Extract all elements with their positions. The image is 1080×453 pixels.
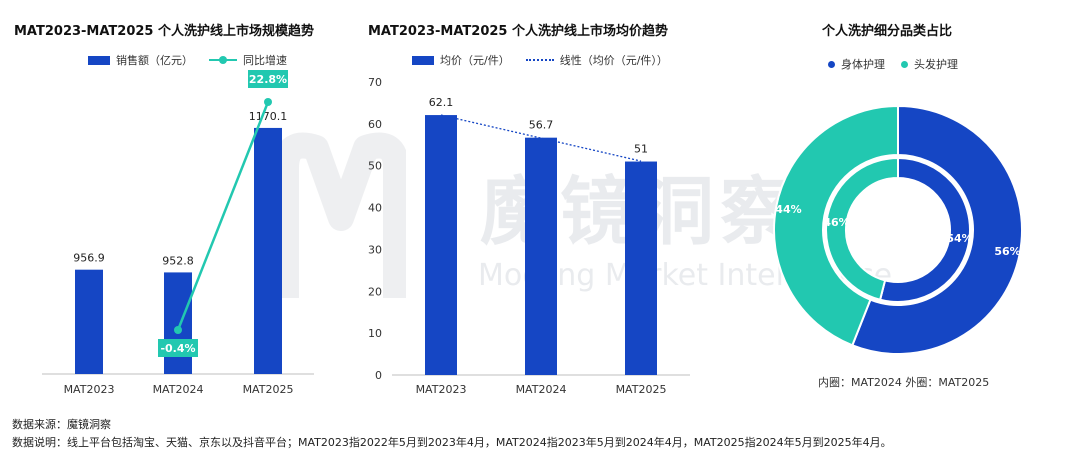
y-tick-label: 0 [375,369,382,382]
x-tick-label: MAT2025 [243,383,294,396]
growth-label-bg [158,339,198,357]
legend-item-sales: 销售额（亿元） [88,52,193,68]
x-tick-label: MAT2024 [153,383,204,396]
growth-label: -0.4% [160,342,195,355]
y-tick-label: 40 [368,202,382,215]
chart2-legend: 均价（元/件） 线性（均价（元/件）） [412,52,684,68]
inner-slice-label: 54% [946,232,972,245]
y-tick-label: 10 [368,327,382,340]
legend-swatch-line [209,55,237,65]
legend-swatch-bar [412,55,434,65]
bar-MAT2023 [425,115,457,376]
growth-label: 22.8% [249,73,287,86]
bar-MAT2025 [254,127,282,375]
growth-point [174,326,182,334]
bar-label: 952.8 [162,254,194,267]
legend-item-hair-care: 头发护理 [901,56,958,72]
y-tick-label: 50 [368,160,382,173]
legend-label-trend: 线性（均价（元/件）） [559,54,668,67]
legend-label-growth: 同比增速 [243,54,287,67]
legend-swatch-bar [88,55,110,65]
bar-MAT2025 [625,161,657,375]
y-tick-label: 70 [368,76,382,89]
x-tick-label: MAT2023 [416,383,467,396]
legend-item-avg-price: 均价（元/件） [412,52,510,68]
inner-slice-身体护理 [878,156,971,303]
x-tick-label: MAT2023 [64,383,115,396]
growth-line [176,101,270,331]
outer-slice-头发护理 [773,104,899,347]
bar-label: 956.9 [73,252,105,265]
chart3-legend: 身体护理 头发护理 [828,56,974,72]
outer-slice-label: 56% [994,245,1020,258]
legend-swatch-dotted [525,59,554,61]
legend-label-hair: 头发护理 [914,58,958,71]
legend-label-body: 身体护理 [841,58,885,71]
footer-note: 数据说明：线上平台包括淘宝、天猫、京东以及抖音平台；MAT2023指2022年5… [12,436,892,449]
bar-label: 56.7 [529,119,554,132]
legend-item-trend: 线性（均价（元/件）） [525,52,668,68]
outer-slice-身体护理 [851,104,1023,355]
bar-MAT2023 [75,269,103,374]
bar-label: 62.1 [429,96,454,109]
chart1-title: MAT2023-MAT2025 个人洗护线上市场规模趋势 [14,24,314,39]
y-tick-label: 60 [368,118,382,131]
y-tick-label: 20 [368,285,382,298]
legend-label-avg-price: 均价（元/件） [440,54,510,67]
legend-item-body-care: 身体护理 [828,56,885,72]
growth-label-bg [248,70,288,88]
chart1-legend: 销售额（亿元） 同比增速 [88,52,303,68]
chart3-title: 个人洗护细分品类占比 [822,24,953,39]
chart2-title: MAT2023-MAT2025 个人洗护线上市场均价趋势 [368,24,668,39]
legend-item-growth: 同比增速 [209,52,287,68]
outer-slice-label: 44% [775,203,801,216]
inner-slice-label: 46% [823,216,849,229]
bar-MAT2024 [164,272,192,374]
bar-MAT2024 [525,137,557,375]
legend-label-sales: 销售额（亿元） [116,54,193,67]
bar-label: 51 [634,143,648,156]
growth-point [264,98,272,106]
x-tick-label: MAT2024 [516,383,567,396]
legend-swatch-hair [901,60,908,68]
inner-slice-头发护理 [825,156,899,301]
y-tick-label: 30 [368,243,382,256]
legend-swatch-body [828,60,835,68]
footer-source: 数据来源：魔镜洞察 [12,418,111,431]
x-tick-label: MAT2025 [616,383,667,396]
chart3-note: 内圈：MAT2024 外圈：MAT2025 [818,376,990,389]
bar-label: 1170.1 [249,110,288,123]
